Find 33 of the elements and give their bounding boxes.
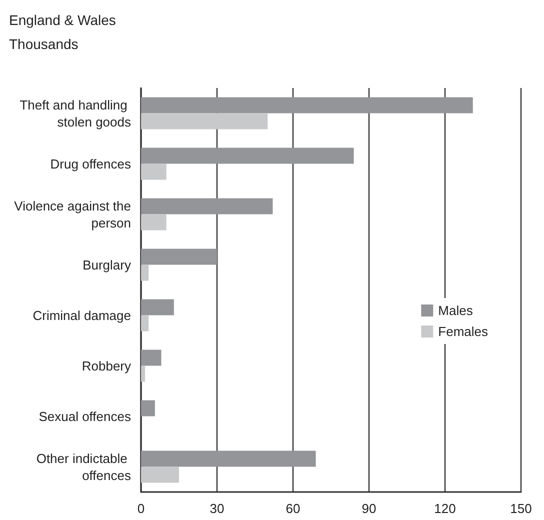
x-tick-label: 90 [362, 501, 376, 516]
x-tick-label: 60 [286, 501, 300, 516]
bar [141, 97, 473, 114]
bar [141, 450, 316, 467]
bar [141, 366, 146, 382]
bar [141, 198, 273, 214]
bar [141, 164, 166, 180]
x-tick-label: 150 [510, 501, 532, 516]
x-tick-label: 0 [137, 501, 145, 516]
bar [141, 264, 149, 281]
bar [141, 466, 179, 483]
y-tick-label: Sexual offences [38, 408, 132, 424]
chart-title: England & Wales [9, 12, 116, 28]
x-tick-label: 30 [210, 501, 224, 516]
x-tick-label: 120 [434, 501, 456, 516]
bar [141, 148, 354, 164]
legend-label: Males [438, 303, 474, 318]
bar [141, 400, 155, 416]
y-tick-label: Theft and handling stolen goods [20, 97, 132, 130]
y-tick-label: Burglary [82, 257, 132, 272]
y-tick-label: Criminal damage [32, 308, 131, 323]
bar [141, 350, 162, 366]
bar [141, 299, 174, 316]
chart-subtitle: Thousands [9, 36, 78, 52]
bar [141, 214, 166, 230]
y-tick-label: Robbery [82, 358, 132, 374]
bar [141, 113, 268, 130]
y-tick-label: Drug offences [50, 156, 132, 172]
legend-label: Females [438, 324, 488, 339]
bar [141, 315, 149, 332]
bar [141, 248, 217, 265]
y-tick-label: Other indictable offences [36, 450, 132, 483]
y-tick-label: Violence against the person [14, 198, 131, 230]
